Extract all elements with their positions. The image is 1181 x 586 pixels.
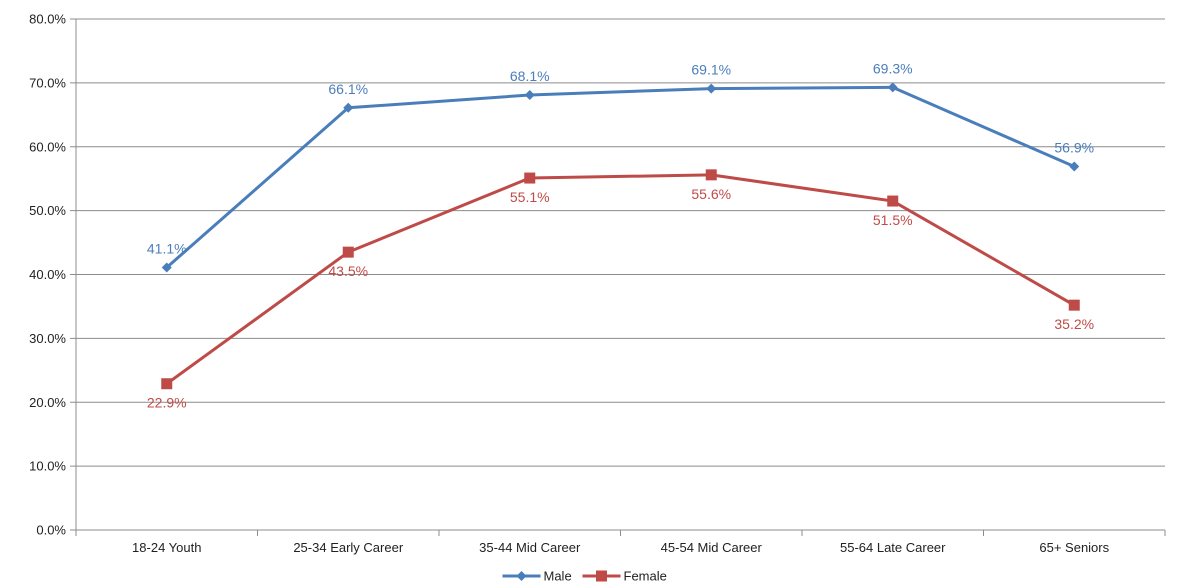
y-tick-label: 80.0%	[29, 12, 66, 27]
x-axis-tick-labels: 18-24 Youth 25-34 Early Career 35-44 Mid C…	[132, 540, 1110, 555]
legend-label-male: Male	[544, 569, 572, 584]
data-label-female-35-44-mid-career: 55.1%	[510, 189, 550, 205]
data-label-female-65-seniors: 35.2%	[1054, 316, 1094, 332]
marker-male-65-seniors	[1069, 161, 1080, 172]
y-tick-label: 30.0%	[29, 331, 66, 346]
data-label-male-35-44-mid-career: 68.1%	[510, 68, 550, 84]
marker-female-18-24-youth	[161, 378, 173, 390]
marker-female-25-34-early-career	[342, 246, 354, 258]
marker-female-35-44-mid-career	[524, 172, 536, 184]
legend-marker-female	[596, 570, 607, 582]
data-label-male-25-34-early-career: 66.1%	[328, 81, 368, 97]
series-female	[161, 169, 1080, 390]
x-tick-label-55-64-late-career: 55-64 Late Career	[840, 540, 946, 555]
marker-male-25-34-early-career	[343, 102, 354, 113]
data-label-female-18-24-youth: 22.9%	[147, 395, 187, 411]
legend-label-female: Female	[624, 569, 667, 584]
y-tick-label: 60.0%	[29, 139, 66, 154]
y-tick-label: 70.0%	[29, 75, 66, 90]
legend-item-female: Female	[582, 569, 667, 584]
data-labels: 41.1% 66.1% 68.1% 69.1% 69.3% 56.9% 22.9% 43.5%…	[147, 60, 1094, 410]
x-tick-label-35-44-mid-career: 35-44 Mid Career	[479, 540, 581, 555]
series-line-female	[165, 173, 1075, 385]
data-label-male-65-seniors: 56.9%	[1054, 140, 1094, 156]
series-line-male	[165, 85, 1075, 269]
x-tick-label-25-34-early-career: 25-34 Early Career	[293, 540, 403, 555]
gridlines	[76, 18, 1165, 467]
data-label-male-55-64-late-career: 69.3%	[873, 60, 913, 76]
marker-male-18-24-youth	[161, 262, 172, 273]
data-label-female-55-64-late-career: 51.5%	[873, 212, 913, 228]
series-male	[161, 82, 1080, 273]
legend: Male Female	[502, 569, 667, 584]
data-label-female-25-34-early-career: 43.5%	[328, 263, 368, 279]
data-label-male-45-54-mid-career: 69.1%	[691, 62, 731, 78]
data-label-female-45-54-mid-career: 55.6%	[691, 186, 731, 202]
y-axis-tick-labels: 0.0% 10.0% 20.0% 30.0% 40.0% 50.0% 60.0% 70.0% 8…	[29, 12, 66, 538]
x-tick-label-18-24-youth: 18-24 Youth	[132, 540, 201, 555]
marker-male-45-54-mid-career	[706, 83, 717, 94]
data-label-male-18-24-youth: 41.1%	[147, 240, 187, 256]
y-tick-label: 40.0%	[29, 267, 66, 282]
y-tick-label: 10.0%	[29, 459, 66, 474]
marker-male-55-64-late-career	[887, 82, 898, 93]
y-tick-label: 50.0%	[29, 203, 66, 218]
y-tick-label: 0.0%	[36, 523, 66, 538]
x-tick-label-45-54-mid-career: 45-54 Mid Career	[661, 540, 763, 555]
marker-male-35-44-mid-career	[524, 90, 535, 101]
y-tick-label: 20.0%	[29, 395, 66, 410]
axes	[70, 18, 1166, 536]
marker-female-55-64-late-career	[887, 195, 899, 207]
legend-item-male: Male	[502, 569, 572, 584]
series-group	[161, 82, 1080, 390]
legend-marker-male	[516, 571, 527, 581]
x-tick-label-65-seniors: 65+ Seniors	[1039, 540, 1109, 555]
marker-female-65-seniors	[1068, 299, 1080, 311]
marker-female-45-54-mid-career	[705, 169, 717, 181]
